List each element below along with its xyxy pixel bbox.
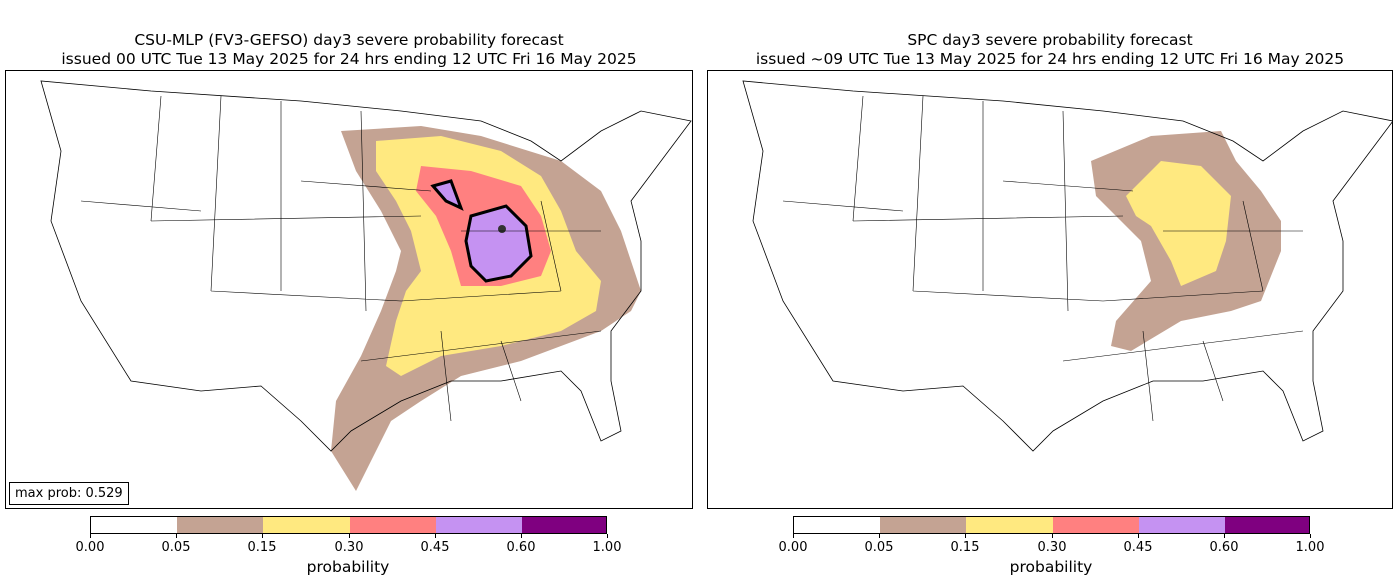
colorbar-tick-mark (1224, 534, 1225, 538)
right-title-line1: SPC day3 severe probability forecast (907, 31, 1193, 49)
colorbar-bin-0 (91, 517, 177, 533)
us-outline (40, 80, 692, 452)
right-title: SPC day3 severe probability forecast iss… (707, 31, 1393, 69)
max-prob-marker (498, 225, 506, 233)
colorbar-bin-5 (1225, 517, 1309, 533)
colorbar-tick-mark (90, 534, 91, 538)
colorbar-tick-label: 0.00 (778, 540, 808, 555)
prob-area-0.45-small (430, 179, 464, 211)
colorbar-tick-label: 0.30 (334, 540, 364, 555)
colorbar-tick-mark (965, 534, 966, 538)
left-title-line1: CSU-MLP (FV3-GEFSO) day3 severe probabil… (134, 31, 564, 49)
colorbar-bin-1 (880, 517, 966, 533)
right-colorbar (793, 516, 1310, 534)
max-prob-box: max prob: 0.529 (9, 482, 129, 505)
colorbar-bin-2 (263, 517, 350, 533)
left-map-svg (40, 80, 692, 491)
colorbar-tick-mark (607, 534, 608, 538)
colorbar-tick-label: 0.05 (161, 540, 191, 555)
prob-area-0.45 (464, 204, 533, 283)
colorbar-bin-3 (1053, 517, 1139, 533)
colorbar-tick-mark (1310, 534, 1311, 538)
left-colorbar-label: probability (306, 558, 390, 576)
colorbar-tick-label: 1.00 (1295, 540, 1325, 555)
left-map: max prob: 0.529 (5, 70, 693, 509)
right-title-line2: issued ~09 UTC Tue 13 May 2025 for 24 hr… (755, 50, 1345, 68)
colorbar-bin-3 (350, 517, 436, 533)
colorbar-bin-0 (794, 517, 880, 533)
colorbar-tick-label: 1.00 (592, 540, 622, 555)
colorbar-tick-label: 0.45 (420, 540, 450, 555)
colorbar-tick-mark (176, 534, 177, 538)
colorbar-tick-label: 0.00 (75, 540, 105, 555)
right-map-svg (742, 80, 1392, 452)
colorbar-tick-mark (879, 534, 880, 538)
colorbar-tick-mark (262, 534, 263, 538)
prob-area-0.15 (1126, 161, 1231, 286)
colorbar-bin-4 (1139, 517, 1225, 533)
state-lines (80, 95, 602, 422)
colorbar-tick-mark (1052, 534, 1053, 538)
colorbar-bin-1 (177, 517, 263, 533)
colorbar-bin-2 (966, 517, 1053, 533)
colorbar-tick-label: 0.30 (1037, 540, 1067, 555)
colorbar-tick-label: 0.05 (864, 540, 894, 555)
us-outline (742, 80, 1392, 452)
colorbar-tick-label: 0.45 (1123, 540, 1153, 555)
colorbar-tick-mark (349, 534, 350, 538)
colorbar-bin-5 (522, 517, 606, 533)
colorbar-tick-label: 0.60 (506, 540, 536, 555)
right-colorbar-label: probability (1009, 558, 1093, 576)
left-title: CSU-MLP (FV3-GEFSO) day3 severe probabil… (5, 31, 693, 69)
colorbar-tick-mark (521, 534, 522, 538)
colorbar-tick-mark (1138, 534, 1139, 538)
state-lines (782, 95, 1304, 422)
right-map (707, 70, 1393, 509)
colorbar-bin-4 (436, 517, 522, 533)
colorbar-tick-label: 0.15 (247, 540, 277, 555)
colorbar-tick-mark (793, 534, 794, 538)
left-title-line2: issued 00 UTC Tue 13 May 2025 for 24 hrs… (61, 50, 637, 68)
colorbar-tick-label: 0.60 (1209, 540, 1239, 555)
left-colorbar (90, 516, 607, 534)
colorbar-tick-label: 0.15 (950, 540, 980, 555)
colorbar-tick-mark (435, 534, 436, 538)
